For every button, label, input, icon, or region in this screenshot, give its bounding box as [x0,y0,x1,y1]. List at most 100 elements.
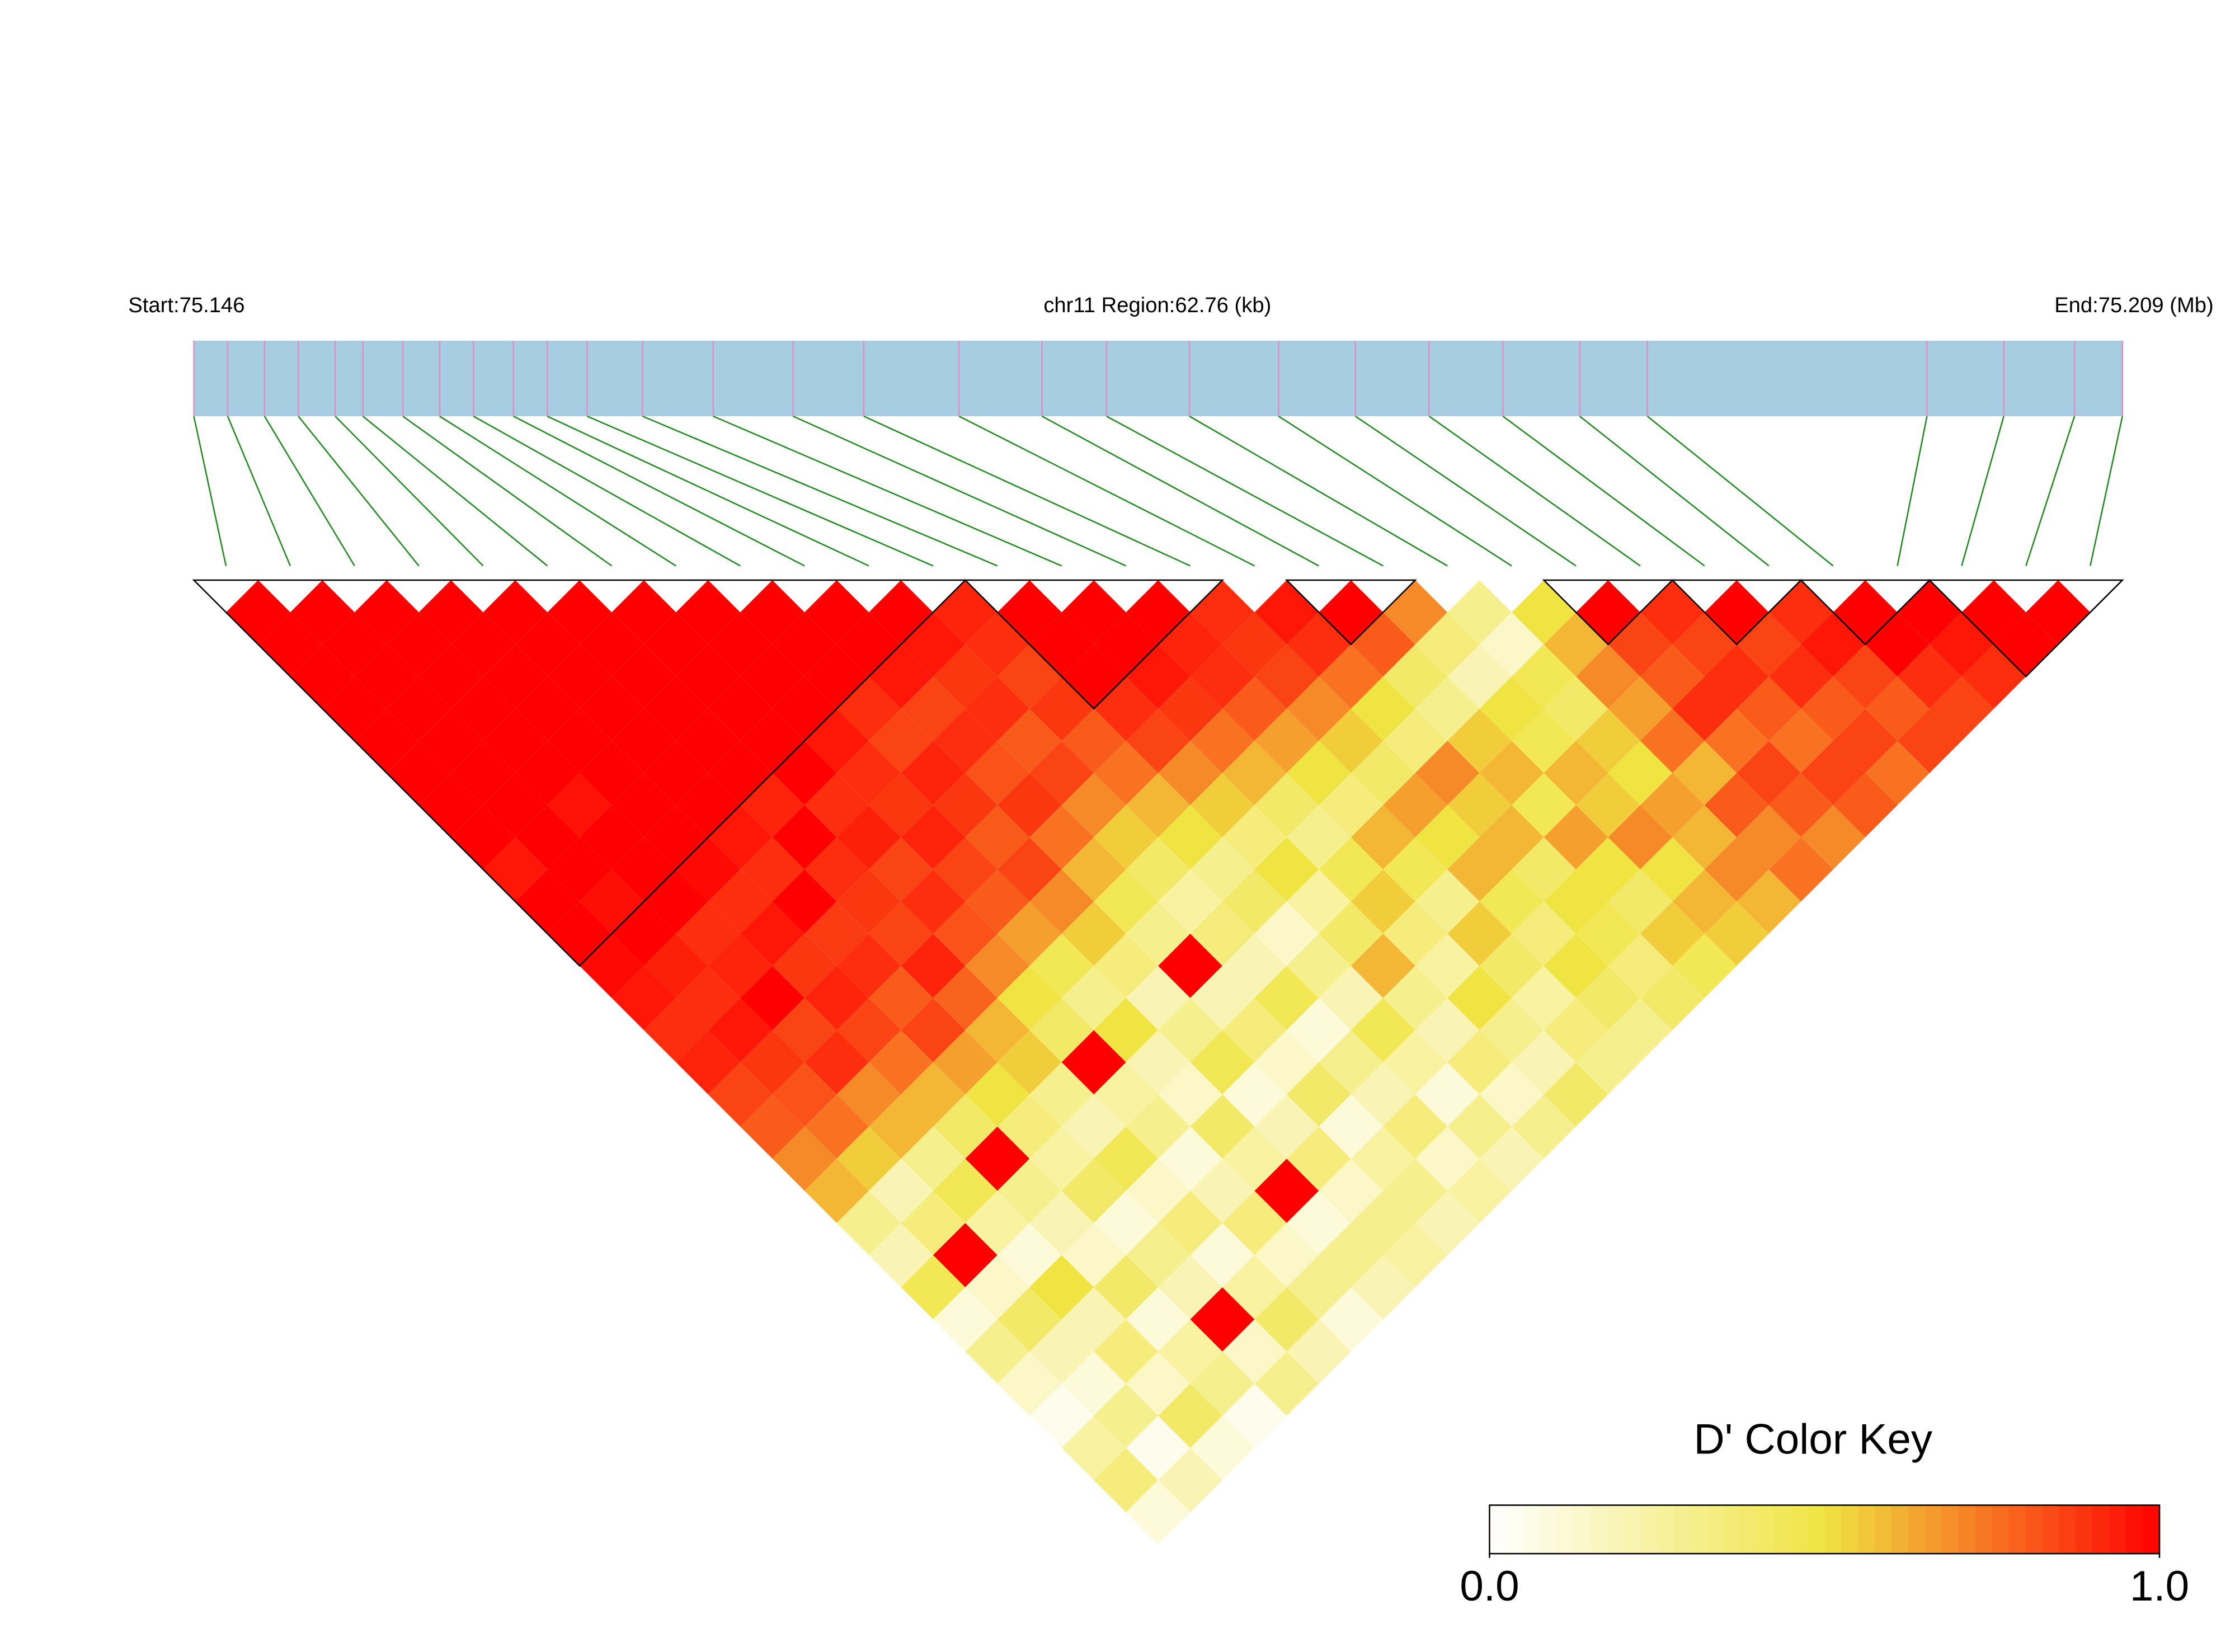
key-swatch [1757,1505,1775,1554]
ld-cell [1961,580,2026,644]
end-label: End:75.209 (Mb) [2054,293,2214,317]
ld-cell [869,580,933,644]
ld-cell [1512,837,1577,902]
snp-connector [713,415,1062,567]
key-swatch [1707,1505,1725,1554]
ld-cell [933,1030,997,1095]
ld-cell [965,1062,1030,1127]
ld-cell [740,1094,805,1159]
ld-cell [901,612,966,677]
ld-cell [676,1030,741,1095]
snp-connector [2025,416,2076,566]
ld-cell [804,773,869,837]
key-swatch [1941,1505,1959,1554]
ld-cell [515,741,580,806]
ld-cell [997,1094,1062,1159]
snp-connector [1278,415,1512,567]
key-swatch [1590,1505,1608,1554]
ld-cell [1447,580,1512,644]
key-tick-label: 0.0 [1460,1562,1519,1610]
ld-cell [418,644,483,709]
ld-cell [1415,612,1480,677]
ld-cell [1704,837,1769,902]
ld-cell [1158,869,1223,934]
key-swatch [2059,1505,2077,1554]
snp-connector [439,415,676,567]
key-frame [1489,1504,2161,1555]
ld-cell [1544,869,1608,934]
ld-cell [1286,676,1351,741]
snp-connector [298,416,420,567]
ld-cell [708,869,773,934]
ld-cell [1158,1126,1223,1191]
ld-cell [836,869,901,934]
snp-connector [793,415,1127,567]
ld-cell [1383,1159,1448,1223]
ld-cell [676,580,741,644]
snp-connector [547,415,869,567]
snp-connector [587,415,934,567]
ld-cell [1351,1062,1415,1127]
ld-cell [1286,1062,1351,1127]
snp-connector [402,415,613,567]
ld-cell [1672,741,1737,806]
ld-cell [997,1287,1062,1352]
ld-cell [676,901,741,966]
ld-cell [1222,1255,1287,1320]
ld-cell [1704,773,1769,837]
ld-cell [1094,1448,1159,1513]
ld-cell [1833,773,1898,837]
ld-cell [1029,1383,1094,1448]
ld-cell [1415,1126,1480,1191]
ld-cell [1640,773,1705,837]
ld-cell [643,997,708,1062]
snp-connector [2090,416,2123,566]
ld-cell [1479,869,1544,934]
ld-cell [1383,966,1448,1030]
ld-cell [515,869,580,934]
ld-cell [1158,1448,1223,1513]
ld-cell [1222,676,1287,741]
key-swatch [1875,1505,1893,1554]
ld-cell [1158,676,1223,741]
ld-cell [1640,966,1705,1030]
ld-cell [1286,805,1351,870]
ld-cell [1544,997,1608,1062]
ld-cell [740,580,805,644]
ld-cell [1254,837,1319,902]
ld-cell [1351,1126,1415,1191]
snp-connector [513,415,805,567]
snp-connector [264,416,355,567]
ld-cell [869,1094,933,1159]
key-swatch [2126,1505,2144,1554]
ld-cell [354,644,419,709]
snp-connector [863,415,1191,567]
key-swatch [1690,1505,1708,1554]
ld-cell [997,837,1062,902]
ld-cell [740,644,805,709]
ld-cell [1544,1062,1608,1127]
ld-cell [1351,997,1415,1062]
key-swatch [1523,1505,1541,1554]
ld-cell [1158,741,1223,806]
key-swatch [1858,1505,1876,1554]
ld-cell [1768,837,1833,902]
snp-connector [1041,415,1319,567]
ld-cell [1190,1094,1255,1159]
ld-cell [772,869,837,934]
ld-cell [1254,1287,1319,1352]
ld-cell [354,580,419,644]
ld-cell [1415,997,1480,1062]
ld-block [1927,579,2124,678]
ld-cell [965,1126,1030,1191]
ld-cell [965,676,1030,741]
ld-cell [1865,741,1930,806]
ld-cell [1447,1030,1512,1095]
key-swatch [1808,1505,1825,1554]
snp-connector [335,416,484,567]
ld-cell [1286,997,1351,1062]
region-label: chr11 Region:62.76 (kb) [1043,293,1271,317]
key-swatch [1640,1505,1658,1554]
ld-cell [901,1126,966,1191]
